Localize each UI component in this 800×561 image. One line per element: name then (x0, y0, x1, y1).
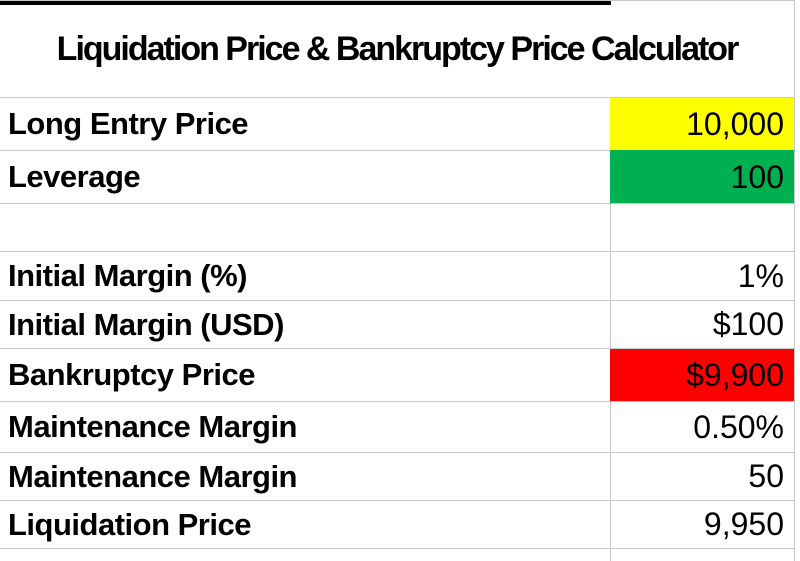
maintenance-margin-pct-value-cell: 0.50% (610, 402, 795, 453)
title-row: Liquidation Price & Bankruptcy Price Cal… (0, 1, 795, 98)
table-row-empty (0, 204, 795, 252)
initial-margin-pct-value-cell: 1% (610, 252, 795, 301)
table-row: Bankruptcy Price $9,900 (0, 349, 795, 402)
partial-label-cell (0, 549, 610, 561)
row-label-bankruptcy-price: Bankruptcy Price (0, 349, 610, 402)
initial-margin-usd-value-cell: $100 (610, 301, 795, 349)
row-label-leverage: Leverage (0, 151, 610, 204)
partial-value-cell (610, 549, 795, 561)
row-label-maintenance-margin: Maintenance Margin (0, 453, 610, 501)
row-label-maintenance-margin-pct: Maintenance Margin (0, 402, 610, 453)
row-label-initial-margin-pct: Initial Margin (%) (0, 252, 610, 301)
empty-value-cell (610, 204, 795, 252)
table-row-partial (0, 549, 795, 561)
table-row: Initial Margin (USD) $100 (0, 301, 795, 349)
table-row: Liquidation Price 9,950 (0, 501, 795, 549)
leverage-input-cell[interactable]: 100 (610, 151, 795, 204)
row-label-liquidation-price: Liquidation Price (0, 501, 610, 549)
table-row: Long Entry Price 10,000 (0, 98, 795, 151)
table-row: Maintenance Margin 0.50% (0, 402, 795, 453)
bankruptcy-price-value-cell: $9,900 (610, 349, 795, 402)
empty-label-cell (0, 204, 610, 252)
liquidation-price-value-cell: 9,950 (610, 501, 795, 549)
long-entry-price-input-cell[interactable]: 10,000 (610, 98, 795, 151)
table-row: Leverage 100 (0, 151, 795, 204)
table-row: Initial Margin (%) 1% (0, 252, 795, 301)
row-label-long-entry-price: Long Entry Price (0, 98, 610, 151)
maintenance-margin-value-cell: 50 (610, 453, 795, 501)
title-top-border (0, 1, 611, 5)
page-title: Liquidation Price & Bankruptcy Price Cal… (56, 29, 740, 68)
table-row: Maintenance Margin 50 (0, 453, 795, 501)
row-label-initial-margin-usd: Initial Margin (USD) (0, 301, 610, 349)
